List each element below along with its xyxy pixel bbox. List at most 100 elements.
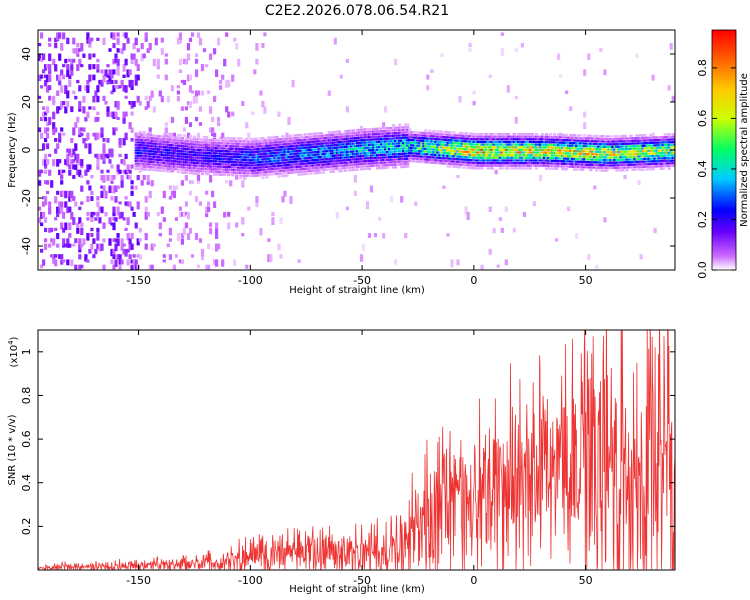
heatmap-ridge-cell [380, 132, 384, 135]
heatmap-ridge-cell [295, 136, 299, 139]
heatmap-ridge-cell [651, 154, 655, 158]
heatmap-ridge-cell [518, 156, 522, 159]
heatmap-ridge-cell [643, 142, 647, 145]
heatmap-ridge-cell [418, 142, 422, 145]
heatmap-ridge-cell [392, 126, 396, 129]
heatmap-ridge-cell [347, 140, 351, 143]
heatmap-ridge-cell [384, 129, 388, 133]
heatmap-ridge-cell [263, 158, 267, 161]
heatmap-ridge-cell [136, 146, 140, 149]
heatmap-noise-cell [213, 48, 217, 55]
heatmap-ridge-cell [275, 170, 279, 173]
heatmap-ridge-cell [347, 145, 351, 148]
heatmap-ridge-cell [484, 159, 488, 162]
heatmap-ridge-cell [563, 149, 567, 152]
heatmap-ridge-cell [345, 158, 349, 161]
heatmap-ridge-cell [335, 141, 339, 144]
heatmap-ridge-cell [466, 166, 470, 169]
heatmap-ridge-cell [388, 164, 392, 167]
heatmap-ridge-cell [134, 146, 138, 149]
heatmap-ridge-cell [313, 166, 317, 170]
heatmap-ridge-cell [152, 153, 156, 156]
heatmap-ridge-cell [629, 153, 633, 156]
heatmap-noise-cell [110, 148, 114, 157]
heatmap-ridge-cell [406, 157, 410, 160]
heatmap-ridge-cell [217, 165, 221, 168]
heatmap-ridge-cell [156, 150, 160, 153]
heatmap-ridge-cell [526, 148, 530, 151]
heatmap-ridge-cell [190, 161, 195, 164]
heatmap-ridge-cell [430, 153, 434, 156]
heatmap-ridge-cell [285, 140, 289, 143]
heatmap-ridge-cell [253, 158, 257, 162]
heatmap-ridge-cell [498, 162, 502, 165]
heatmap-ridge-cell [359, 126, 364, 129]
heatmap-ridge-cell [520, 156, 524, 159]
heatmap-ridge-cell [599, 137, 603, 140]
heatmap-ridge-cell [528, 156, 532, 159]
heatmap-noise-cell [54, 64, 58, 72]
heatmap-ridge-cell [569, 152, 573, 155]
heatmap-ridge-cell [343, 151, 347, 154]
heatmap-ridge-cell [341, 167, 345, 170]
heatmap-ridge-cell [402, 160, 406, 163]
heatmap-ridge-cell [456, 166, 460, 169]
heatmap-ridge-cell [526, 140, 530, 144]
heatmap-ridge-cell [325, 139, 329, 142]
heatmap-ridge-cell [319, 158, 323, 161]
heatmap-ridge-cell [470, 164, 474, 167]
heatmap-ridge-cell [400, 129, 404, 132]
heatmap-ridge-cell [196, 164, 201, 167]
heatmap-ridge-cell [522, 135, 526, 138]
heatmap-ridge-cell [597, 161, 601, 164]
heatmap-ridge-cell [144, 157, 148, 160]
heatmap-ridge-cell [180, 137, 184, 140]
heatmap-ridge-cell [540, 140, 545, 144]
heatmap-noise-cell [178, 37, 182, 44]
heatmap-ridge-cell [327, 157, 331, 160]
heatmap-ridge-cell [637, 155, 641, 158]
heatmap-ridge-cell [186, 158, 191, 161]
heatmap-noise-cell [74, 48, 78, 54]
heatmap-ridge-cell [452, 165, 456, 168]
heatmap-ridge-cell [430, 156, 434, 159]
heatmap-ridge-cell [500, 167, 504, 170]
heatmap-ridge-cell [555, 149, 559, 152]
heatmap-noise-cell [215, 233, 219, 239]
heatmap-ridge-cell [148, 163, 152, 166]
heatmap-ridge-cell [615, 158, 619, 162]
heatmap-noise-cell [86, 85, 90, 93]
heatmap-ridge-cell [528, 164, 532, 167]
heatmap-ridge-cell [148, 160, 152, 163]
heatmap-ridge-cell [239, 145, 243, 148]
heatmap-ridge-cell [192, 172, 197, 175]
heatmap-ridge-cell [468, 166, 472, 170]
heatmap-ridge-cell [283, 174, 287, 177]
heatmap-ridge-cell [488, 133, 492, 136]
heatmap-ridge-cell [601, 156, 605, 159]
heatmap-ridge-cell [305, 146, 309, 149]
heatmap-ridge-cell [347, 142, 351, 145]
heatmap-ridge-cell [476, 159, 480, 162]
heatmap-noise-cell [44, 243, 48, 250]
heatmap-ridge-cell [373, 135, 378, 138]
heatmap-ridge-cell [428, 145, 432, 148]
heatmap-ridge-cell [227, 174, 231, 177]
heatmap-noise-cell [196, 132, 201, 136]
heatmap-noise-cell [120, 159, 124, 164]
heatmap-noise-cell [128, 79, 132, 88]
heatmap-ridge-cell [335, 157, 339, 160]
heatmap-ridge-cell [468, 156, 472, 159]
heatmap-ridge-cell [168, 144, 172, 147]
heatmap-ridge-cell [265, 160, 269, 163]
heatmap-ridge-cell [520, 162, 524, 165]
heatmap-ridge-cell [371, 146, 376, 149]
heatmap-ridge-cell [207, 157, 211, 160]
heatmap-ridge-cell [460, 150, 464, 153]
heatmap-ridge-cell [215, 149, 219, 152]
heatmap-noise-cell [116, 206, 120, 212]
heatmap-ridge-cell [229, 166, 233, 169]
heatmap-ridge-cell [621, 163, 625, 167]
heatmap-ridge-cell [386, 161, 390, 164]
heatmap-ridge-cell [671, 141, 675, 144]
